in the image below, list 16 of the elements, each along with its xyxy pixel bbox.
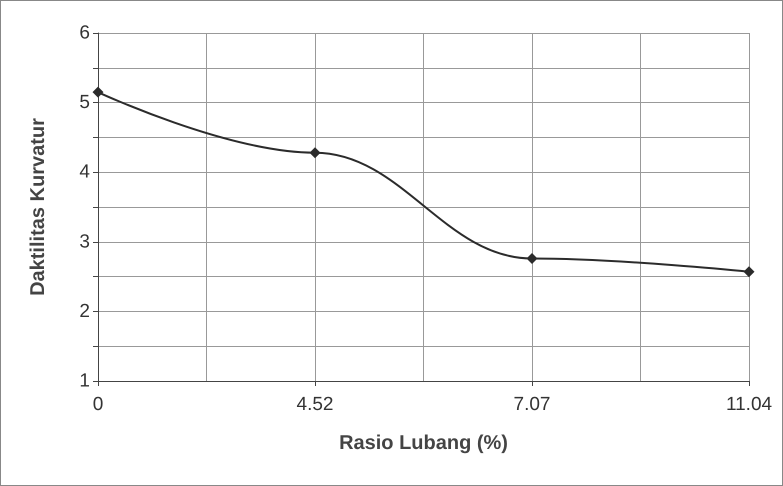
point	[744, 266, 754, 278]
x-tick-label: 11.04	[726, 394, 772, 415]
y-tick-label: 3	[79, 231, 90, 252]
x-tick-label: 0	[92, 394, 104, 415]
point	[526, 253, 538, 264]
x-tick-label: 7.07	[514, 394, 550, 415]
y-tick-label: 6	[79, 22, 90, 44]
y-tick-label: 4	[79, 162, 90, 183]
y-tick-label: 2	[79, 300, 90, 322]
point	[310, 147, 320, 158]
x-axis-title: Rasio Lubang (%)	[339, 432, 508, 454]
y-tick-label: 5	[79, 92, 90, 114]
point	[92, 86, 104, 98]
y-tick-label: 1	[79, 370, 90, 392]
y-axis-title: Daktilitas Kurvatur	[27, 118, 49, 296]
x-tick-label: 4.52	[296, 394, 334, 415]
